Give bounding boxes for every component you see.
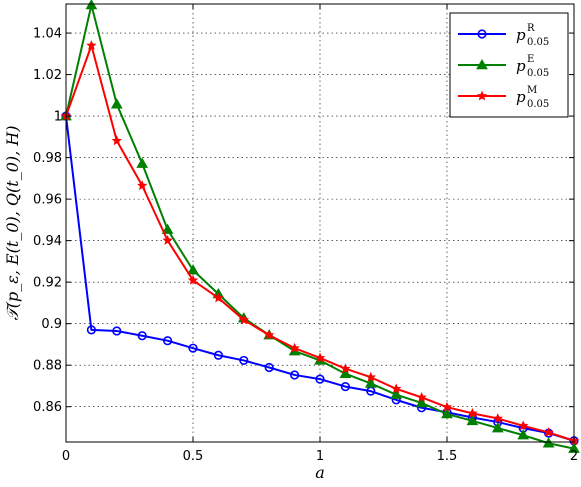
data-point <box>466 414 479 426</box>
data-point <box>110 98 123 109</box>
y-tick-label: 0.96 <box>33 193 62 208</box>
x-axis-label: a <box>315 463 325 482</box>
data-point <box>416 391 427 402</box>
data-point <box>213 350 223 360</box>
data-point <box>568 442 580 453</box>
data-point <box>188 343 198 353</box>
data-point <box>264 329 275 340</box>
x-tick-label: 0 <box>62 449 70 464</box>
legend-label: p <box>516 26 526 44</box>
data-point <box>517 429 530 440</box>
legend-label-subscript: 0.05 <box>527 99 549 110</box>
y-tick-label: 0.9 <box>41 317 62 332</box>
legend-label-subscript: 0.05 <box>527 37 549 48</box>
data-point <box>477 29 487 39</box>
data-point <box>315 374 325 384</box>
tick-layer: 0 0.5 1 1.5 2 0.86 0.88 0.9 0.92 0.94 0.96 0.98 1 1.0… <box>33 4 578 464</box>
y-axis-label: 𝒯(p_ε, E(t_0), Q(t_0), H) <box>3 125 22 320</box>
y-tick-label: 1 <box>54 110 62 125</box>
data-point <box>476 90 488 101</box>
data-point <box>137 180 148 191</box>
data-point <box>290 370 300 380</box>
data-point <box>441 407 453 419</box>
data-point <box>163 336 173 346</box>
data-point <box>187 264 199 275</box>
data-point <box>340 363 351 374</box>
data-point <box>391 383 402 394</box>
data-point <box>364 377 377 388</box>
data-point <box>543 427 554 437</box>
legend-label: p <box>516 88 526 106</box>
data-point <box>161 223 174 234</box>
data-point <box>213 292 224 303</box>
series-M <box>60 40 580 446</box>
y-tick-label: 0.92 <box>33 276 62 291</box>
data-point <box>518 420 529 431</box>
data-point <box>162 235 173 245</box>
data-point <box>238 314 249 325</box>
y-tick-label: 0.88 <box>33 359 62 374</box>
data-point <box>467 407 478 418</box>
data-point <box>415 396 428 408</box>
data-point <box>340 381 351 392</box>
legend-entry: p M 0.05 <box>458 85 549 110</box>
data-point <box>390 388 403 399</box>
series-line <box>65 115 575 442</box>
data-point <box>491 422 504 433</box>
data-point <box>239 355 249 366</box>
legend-label-superscript: M <box>527 85 537 96</box>
data-point <box>137 331 147 341</box>
data-point <box>264 362 274 373</box>
data-point <box>365 371 376 382</box>
x-tick-label: 2 <box>570 449 578 464</box>
data-point <box>441 401 453 412</box>
data-point <box>86 325 96 335</box>
x-tick-label: 0.5 <box>183 449 204 464</box>
data-point <box>86 40 97 50</box>
x-tick-label: 1.5 <box>437 449 458 464</box>
data-point <box>314 352 326 363</box>
legend-label-superscript: E <box>527 54 534 65</box>
x-tick-label: 1 <box>316 449 324 464</box>
legend-entry: p E 0.05 <box>458 54 549 79</box>
y-tick-label: 0.98 <box>33 151 62 166</box>
y-tick-label: 1.04 <box>33 27 62 42</box>
legend-label-subscript: 0.05 <box>527 68 549 79</box>
data-point <box>187 274 199 285</box>
y-tick-label: 0.94 <box>33 234 62 249</box>
data-point <box>111 135 122 146</box>
data-point <box>476 58 488 70</box>
y-tick-label: 0.86 <box>33 400 62 415</box>
legend: p R0.05p E0.05p M0.05 <box>449 12 569 118</box>
data-point <box>112 326 122 336</box>
data-point <box>492 413 503 423</box>
data-point <box>136 157 149 168</box>
y-tick-label: 1.02 <box>33 68 62 83</box>
legend-label: p <box>516 57 526 75</box>
legend-label-superscript: R <box>527 23 535 34</box>
data-point <box>289 342 300 353</box>
data-point <box>542 437 555 448</box>
data-point <box>339 367 352 378</box>
legend-entry: p R 0.05 <box>458 23 549 48</box>
